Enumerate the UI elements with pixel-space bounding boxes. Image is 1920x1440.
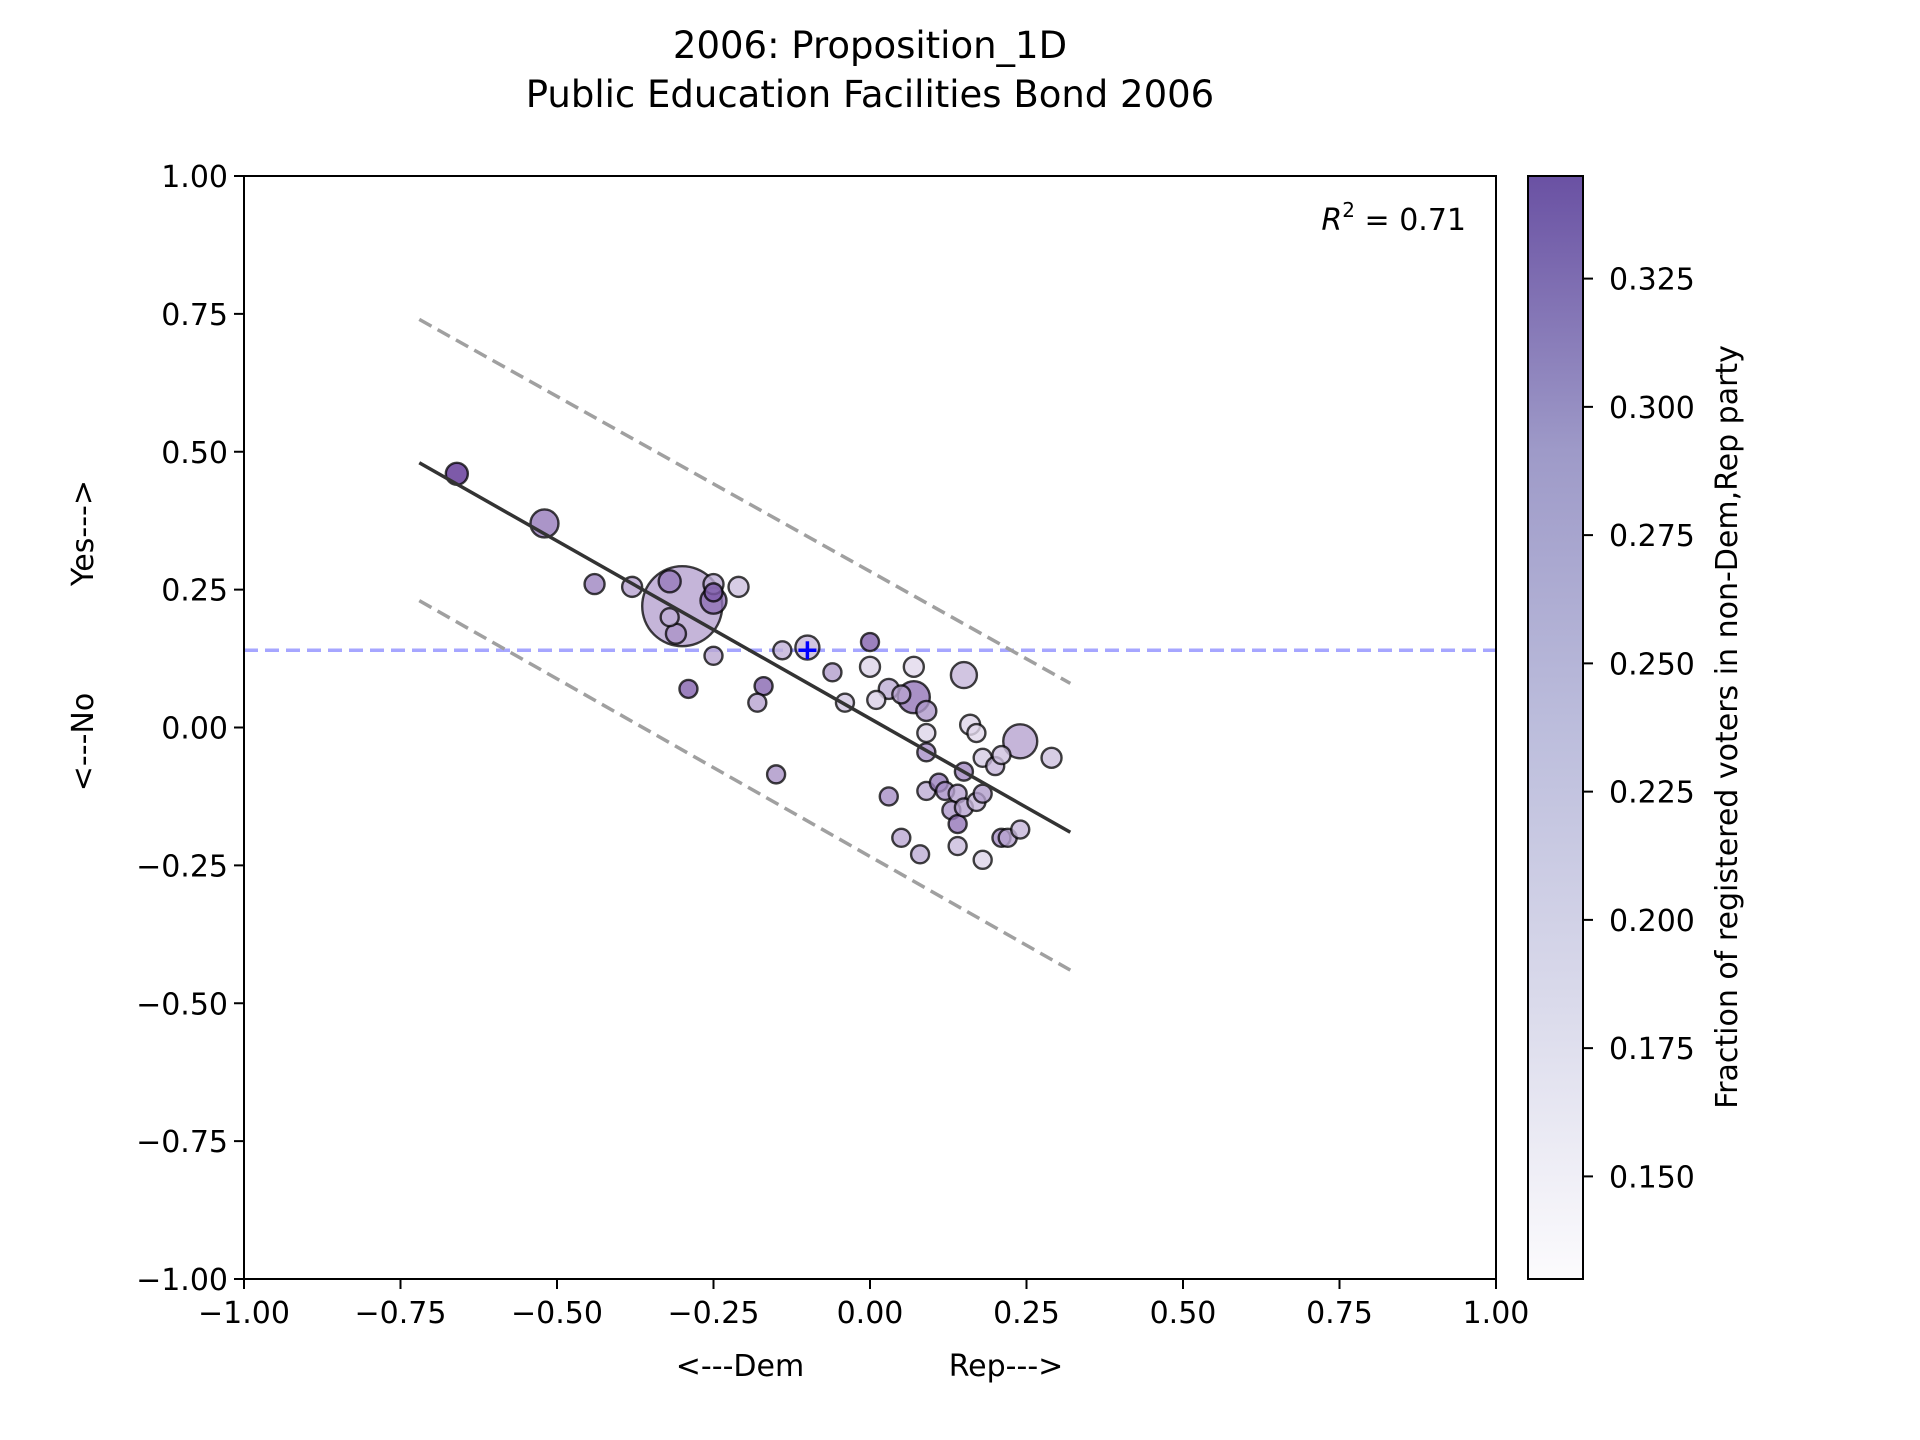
data-point — [915, 699, 938, 723]
data-point — [902, 655, 926, 679]
data-point — [891, 684, 912, 705]
data-point — [703, 582, 724, 603]
data-point — [772, 640, 793, 661]
lower-band-line — [418, 599, 1072, 972]
data-point — [858, 655, 882, 679]
x-tick-label: 0.50 — [1150, 1296, 1217, 1331]
upper-band-line — [418, 317, 1072, 685]
y-tick-label: 0.75 — [161, 298, 228, 333]
data-point — [947, 835, 968, 857]
data-point — [765, 764, 787, 785]
chart-title: 2006: Proposition_1D — [673, 24, 1067, 67]
colorbar-tick-label: 0.150 — [1609, 1160, 1695, 1195]
data-point — [972, 849, 993, 871]
chart-subtitle: Public Education Facilities Bond 2006 — [526, 73, 1214, 116]
regression-line — [418, 461, 1072, 834]
colorbar-tick-label: 0.225 — [1609, 776, 1695, 811]
colorbar-tick-label: 0.275 — [1609, 519, 1695, 554]
data-point — [747, 692, 768, 713]
data-point — [678, 678, 699, 700]
y-axis-label-bottom: <---No — [66, 693, 101, 791]
colorbar-tick-label: 0.175 — [1609, 1032, 1695, 1067]
mean-marker — [798, 641, 817, 660]
data-point — [583, 572, 606, 596]
data-point — [891, 827, 912, 848]
data-point — [659, 607, 680, 628]
colorbar-label: Fraction of registered voters in non-Dem… — [1710, 345, 1745, 1109]
colorbar-tick-label: 0.250 — [1609, 647, 1695, 682]
axes: −1.00 −0.75 −0.50 −0.25 0.00 0.25 0.50 0.75 1.00… — [136, 160, 1529, 1331]
data-point — [822, 662, 843, 683]
data-point — [966, 722, 987, 744]
data-point — [972, 783, 993, 804]
data-point — [878, 786, 899, 807]
y-tick-label: −0.75 — [136, 1125, 228, 1160]
data-point — [949, 660, 979, 690]
x-axis-label-right: Rep---> — [949, 1349, 1064, 1384]
data-point — [703, 645, 724, 667]
x-tick-label: 0.25 — [993, 1296, 1060, 1331]
data-point — [909, 844, 931, 865]
x-tick-label: −0.75 — [355, 1296, 447, 1331]
x-tick-label: −0.25 — [668, 1296, 760, 1331]
data-point — [727, 575, 750, 599]
y-tick-label: 0.00 — [161, 712, 228, 747]
plot-area — [244, 317, 1496, 972]
x-tick-label: 1.00 — [1463, 1296, 1530, 1331]
x-tick-label: 0.75 — [1306, 1296, 1373, 1331]
data-point — [947, 813, 968, 835]
data-point — [916, 722, 937, 744]
y-tick-label: 0.50 — [161, 436, 228, 471]
data-point — [657, 569, 682, 594]
x-axis-label-left: <---Dem — [676, 1349, 804, 1384]
data-point — [1040, 746, 1063, 770]
data-point — [859, 631, 881, 653]
x-tick-label: −0.50 — [511, 1296, 603, 1331]
colorbar-tick-label: 0.300 — [1609, 391, 1695, 426]
colorbar-ticks: 0.150 0.175 0.200 0.225 0.250 0.275 0.300 0.325 — [1583, 263, 1695, 1195]
y-tick-label: 0.25 — [161, 574, 228, 609]
data-point — [753, 675, 774, 697]
plot-frame — [243, 175, 1497, 1280]
y-tick-label: −0.25 — [136, 849, 228, 884]
data-point — [1010, 819, 1031, 840]
colorbar-tick-label: 0.325 — [1609, 263, 1695, 298]
data-point — [1002, 723, 1039, 760]
data-point — [866, 689, 887, 711]
colorbar — [1527, 175, 1584, 1280]
x-tick-label: −1.00 — [198, 1296, 290, 1331]
y-axis-label-top: Yes---> — [66, 480, 101, 587]
y-tick-label: 1.00 — [161, 160, 228, 195]
colorbar-tick-label: 0.200 — [1609, 904, 1695, 939]
y-tick-label: −0.50 — [136, 987, 228, 1022]
y-tick-label: −1.00 — [136, 1263, 228, 1298]
r-squared-annotation: R2 = 0.71 — [1321, 198, 1466, 238]
x-tick-label: 0.00 — [837, 1296, 904, 1331]
data-point — [991, 744, 1012, 766]
